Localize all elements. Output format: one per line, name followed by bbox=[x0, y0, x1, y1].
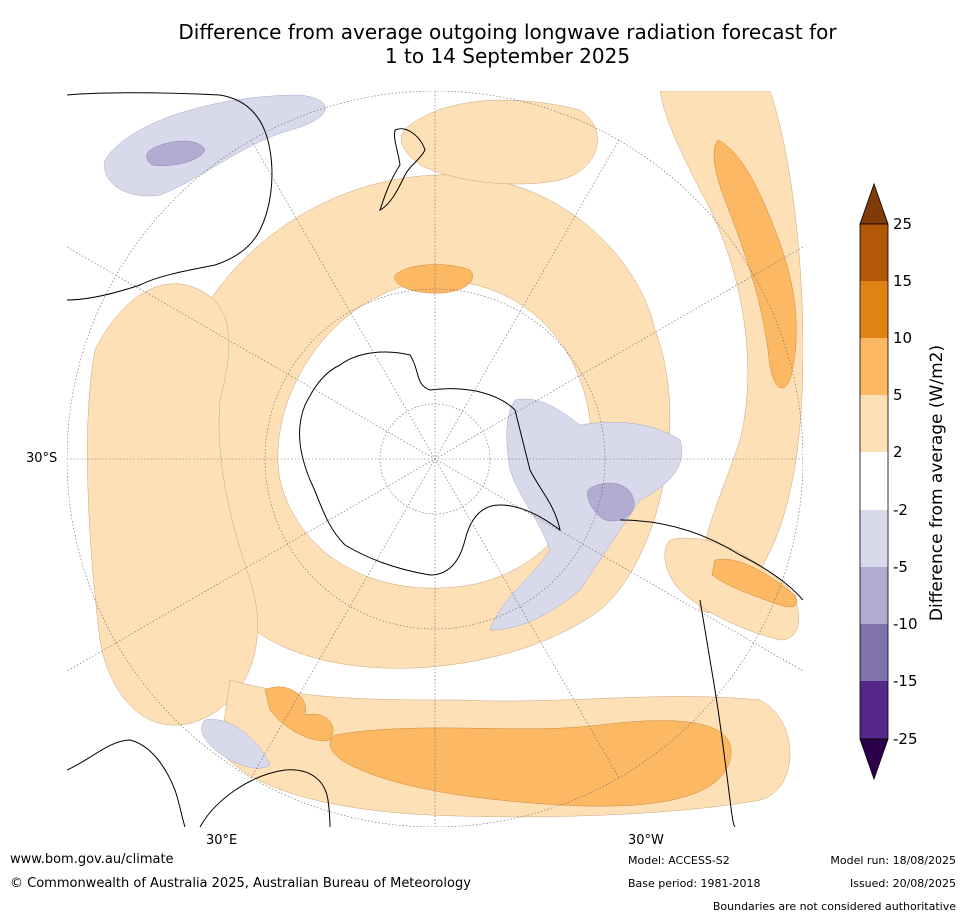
colorbar-tick-0: 25 bbox=[893, 215, 913, 233]
anomaly-northwest-purple bbox=[146, 140, 206, 166]
footer-disclaimer: Boundaries are not considered authoritat… bbox=[712, 900, 956, 913]
colorbar-band-neg2-neg5 bbox=[860, 510, 888, 567]
colorbar-band-neg10-neg15 bbox=[860, 624, 888, 681]
colorbar-band-neg15-neg25 bbox=[860, 681, 888, 739]
graticule bbox=[67, 91, 803, 827]
footer-website: www.bom.gov.au/climate bbox=[10, 852, 174, 867]
africa-coastline bbox=[67, 739, 186, 827]
colorbar-over-arrow bbox=[859, 182, 889, 225]
anomaly-southwest-orange bbox=[264, 686, 334, 742]
anomaly-northwest-light-purple bbox=[104, 94, 326, 197]
colorbar-band-5-10 bbox=[860, 338, 888, 395]
anomaly-north-light-orange bbox=[401, 99, 598, 185]
colorbar-tick-2: 10 bbox=[893, 329, 913, 347]
colorbar-tick-3: 5 bbox=[893, 386, 903, 404]
anomaly-southwest-light-purple bbox=[201, 719, 271, 769]
lon-label-30w: 30°W bbox=[628, 833, 664, 848]
map-title: Difference from average outgoing longwav… bbox=[50, 20, 965, 68]
colorbar-tick-6: -5 bbox=[893, 558, 908, 576]
antarctica-coastline bbox=[299, 351, 561, 576]
title-line-2: 1 to 14 September 2025 bbox=[384, 44, 631, 68]
colorbar-under-arrow bbox=[859, 738, 889, 781]
title-line-1: Difference from average outgoing longwav… bbox=[178, 20, 837, 44]
colorbar-tick-4: 2 bbox=[893, 443, 903, 461]
africa-region-outline bbox=[199, 769, 331, 827]
colorbar-tick-1: 15 bbox=[893, 272, 913, 290]
footer-copyright: © Commonwealth of Australia 2025, Austra… bbox=[10, 876, 471, 891]
colorbar-tick-9: -25 bbox=[893, 730, 918, 748]
anomaly-east-purple bbox=[587, 482, 635, 522]
anomaly-southamerica-light-orange bbox=[664, 537, 800, 641]
footer-model: Model: ACCESS-S2 bbox=[628, 854, 730, 867]
lon-label-30e: 30°E bbox=[206, 833, 238, 848]
footer-base-period: Base period: 1981-2018 bbox=[628, 877, 761, 890]
australia-coastline bbox=[67, 92, 273, 301]
colorbar-tick-5: -2 bbox=[893, 501, 908, 519]
footer-issued: Issued: 20/08/2025 bbox=[849, 877, 956, 890]
map-area bbox=[67, 91, 803, 827]
colorbar bbox=[859, 182, 889, 781]
anomaly-east-light-purple bbox=[489, 398, 683, 631]
colorbar-tick-8: -15 bbox=[893, 672, 918, 690]
colorbar-band-2-5 bbox=[860, 395, 888, 452]
lat-label-30s: 30°S bbox=[26, 451, 58, 466]
colorbar-band-15-25 bbox=[860, 224, 888, 281]
anomaly-south-orange bbox=[329, 720, 732, 807]
newzealand-coastline bbox=[379, 128, 426, 211]
southamerica-coastline bbox=[619, 519, 803, 827]
colorbar-frame bbox=[859, 223, 889, 740]
colorbar-band-10-15 bbox=[860, 281, 888, 338]
colorbar-label: Difference from average (W/m2) bbox=[927, 344, 947, 622]
anomaly-east-orange bbox=[713, 139, 797, 389]
footer-model-run: Model run: 18/08/2025 bbox=[830, 854, 956, 867]
anomaly-central-orange bbox=[394, 264, 473, 294]
anomaly-southamerica-orange bbox=[711, 558, 798, 608]
colorbar-tick-7: -10 bbox=[893, 615, 918, 633]
anomaly-west-light-orange bbox=[87, 283, 258, 726]
colorbar-band-neg5-neg10 bbox=[860, 567, 888, 624]
colorbar-band-neutral bbox=[860, 452, 888, 510]
